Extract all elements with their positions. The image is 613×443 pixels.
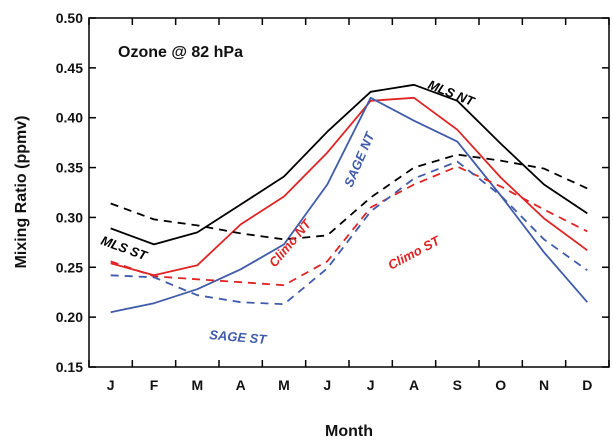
y-tick-label: 0.40 <box>56 110 83 126</box>
x-tick-label: S <box>453 377 462 393</box>
x-axis-label: Month <box>325 423 373 440</box>
series-label-climo-nt: Climo NT <box>266 216 315 270</box>
x-tick-label: A <box>409 377 419 393</box>
series-line-mls-st <box>110 153 588 241</box>
x-tick-label: J <box>323 377 331 393</box>
series-labels: MLS NT Climo NT SAGE NT MLS ST Climo ST SAGE … <box>99 77 477 347</box>
series-label-mls-st: MLS ST <box>99 233 150 264</box>
x-tick-label: D <box>582 377 592 393</box>
series-line-climo-nt <box>110 96 588 277</box>
series-label-climo-st: Climo ST <box>385 232 443 272</box>
y-tick-label: 0.20 <box>56 309 83 325</box>
axis-ticks: 0.15 0.20 0.25 0.30 0.35 0.40 0.45 0.50 J F M A M J J A… <box>56 10 610 393</box>
x-tick-label: O <box>495 377 506 393</box>
x-tick-label: F <box>150 377 159 393</box>
x-tick-label: J <box>107 377 115 393</box>
y-tick-label: 0.15 <box>56 359 83 375</box>
x-tick-label: A <box>236 377 246 393</box>
chart-title: Ozone @ 82 hPa <box>118 44 243 61</box>
series-line-sage-nt <box>110 96 588 314</box>
plot-frame <box>88 17 610 368</box>
y-tick-label: 0.45 <box>56 60 83 76</box>
series-lines <box>110 83 588 314</box>
series-label-sage-st: SAGE ST <box>209 327 268 347</box>
series-line-sage-st <box>110 160 588 306</box>
series-label-mls-nt: MLS NT <box>426 77 477 109</box>
series-label-sage-nt: SAGE NT <box>341 129 378 189</box>
x-tick-label: M <box>278 377 290 393</box>
y-axis-label: Mixing Ratio (ppmv) <box>13 116 30 269</box>
y-tick-label: 0.35 <box>56 160 83 176</box>
y-tick-label: 0.50 <box>56 10 83 26</box>
series-line-mls-nt <box>110 83 588 246</box>
x-tick-label: J <box>367 377 375 393</box>
x-tick-label: N <box>539 377 549 393</box>
x-tick-label: M <box>191 377 203 393</box>
y-tick-label: 0.30 <box>56 209 83 225</box>
y-tick-label: 0.25 <box>56 259 83 275</box>
